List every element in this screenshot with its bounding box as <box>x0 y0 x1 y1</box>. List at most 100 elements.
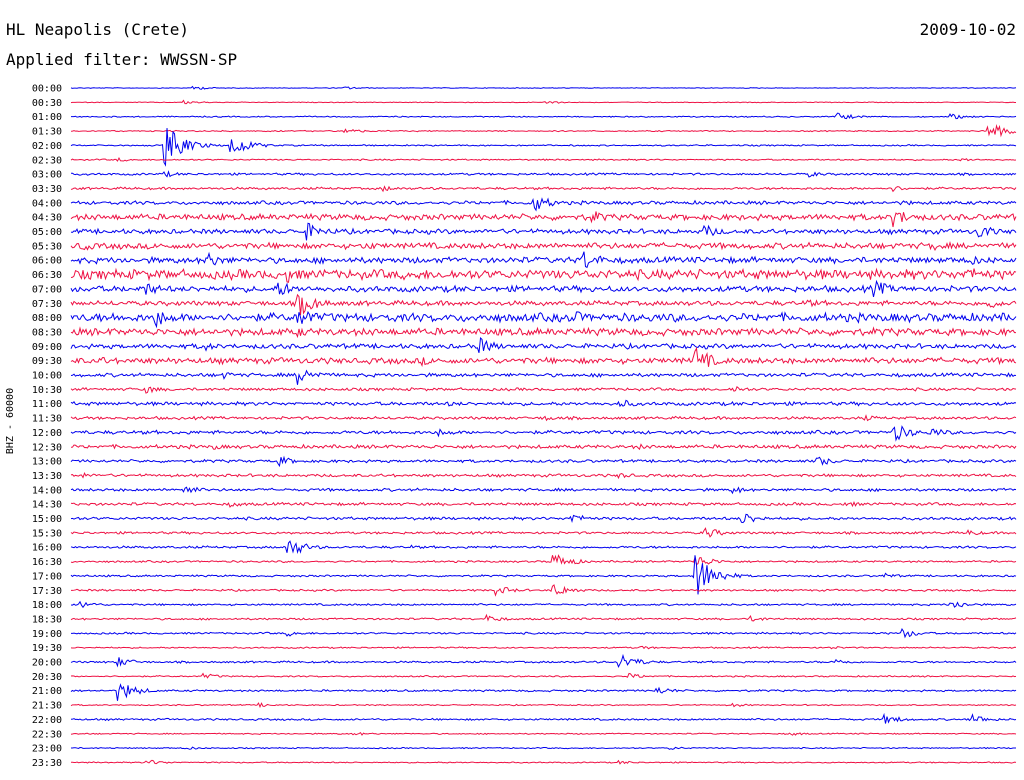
time-label: 10:30 <box>32 385 62 396</box>
trace-row <box>70 369 1017 385</box>
time-label: 04:30 <box>32 213 62 224</box>
time-label: 22:30 <box>32 729 62 740</box>
time-label: 06:00 <box>32 256 62 267</box>
time-label: 10:00 <box>32 371 62 382</box>
time-label: 20:30 <box>32 672 62 683</box>
time-label: 08:00 <box>32 313 62 324</box>
trace-row <box>70 527 1017 538</box>
time-label: 19:00 <box>32 629 62 640</box>
trace-row <box>70 702 1017 709</box>
time-label: 00:00 <box>32 84 62 95</box>
station-title: HL Neapolis (Crete) <box>6 20 190 39</box>
trace-row <box>70 443 1017 451</box>
time-label: 21:30 <box>32 701 62 712</box>
time-label: 18:30 <box>32 614 62 625</box>
trace-row <box>70 123 1017 138</box>
time-label: 23:30 <box>32 758 62 769</box>
trace-row <box>70 346 1017 367</box>
time-label: 00:30 <box>32 98 62 109</box>
time-label: 15:30 <box>32 528 62 539</box>
time-label: 14:30 <box>32 500 62 511</box>
trace-row <box>70 399 1017 408</box>
time-label: 13:30 <box>32 471 62 482</box>
time-label: 03:30 <box>32 184 62 195</box>
trace-row <box>70 683 1017 701</box>
time-label: 08:30 <box>32 327 62 338</box>
trace-row <box>70 613 1017 622</box>
trace-row <box>70 628 1017 639</box>
trace-row <box>70 414 1017 422</box>
trace-row <box>70 211 1017 228</box>
trace-row <box>70 326 1017 339</box>
filter-label: Applied filter: WWSSN-SP <box>6 50 238 69</box>
trace-row <box>70 513 1017 524</box>
trace-row <box>70 185 1017 193</box>
trace-row <box>70 600 1017 609</box>
trace-row <box>70 251 1017 269</box>
date-label: 2009-10-02 <box>919 20 1016 39</box>
trace-row <box>70 336 1017 353</box>
trace-row <box>70 170 1017 178</box>
trace-row <box>70 555 1017 595</box>
trace-row <box>70 455 1017 468</box>
trace-row <box>70 425 1017 442</box>
time-label: 16:00 <box>32 543 62 554</box>
time-label: 14:00 <box>32 485 62 496</box>
trace-row <box>70 554 1017 566</box>
time-label: 05:30 <box>32 241 62 252</box>
time-label: 21:00 <box>32 686 62 697</box>
trace-row <box>70 310 1017 329</box>
trace-row <box>70 645 1017 650</box>
time-label: 22:00 <box>32 715 62 726</box>
trace-row <box>70 746 1017 750</box>
time-label: 18:00 <box>32 600 62 611</box>
trace-row <box>70 486 1017 495</box>
trace-row <box>70 128 1017 167</box>
time-label: 07:00 <box>32 284 62 295</box>
time-label: 19:30 <box>32 643 62 654</box>
trace-row <box>70 99 1016 105</box>
trace-row <box>70 540 1017 554</box>
time-label: 03:00 <box>32 170 62 181</box>
time-labels: 00:00 00:30 01:00 01:30 02:00 02:30 03:00 03:30… <box>32 84 62 769</box>
trace-row <box>70 240 1017 251</box>
trace-row <box>70 85 1017 90</box>
time-label: 12:00 <box>32 428 62 439</box>
trace-row <box>70 731 1017 736</box>
trace-row <box>70 653 1017 668</box>
trace-row <box>70 712 1017 724</box>
time-label: 11:00 <box>32 399 62 410</box>
time-label: 02:30 <box>32 155 62 166</box>
time-label: 15:00 <box>32 514 62 525</box>
trace-row <box>70 500 1017 508</box>
trace-row <box>70 471 1017 480</box>
trace-row <box>71 584 1017 597</box>
time-label: 11:30 <box>32 414 62 425</box>
seismic-traces <box>70 85 1017 765</box>
trace-row <box>70 279 1017 298</box>
time-label: 02:00 <box>32 141 62 152</box>
time-label: 17:30 <box>32 586 62 597</box>
time-label: 06:30 <box>32 270 62 281</box>
time-label: 20:00 <box>32 658 62 669</box>
time-label: 16:30 <box>32 557 62 568</box>
trace-row <box>70 222 1017 241</box>
trace-row <box>70 156 1017 162</box>
time-label: 12:30 <box>32 442 62 453</box>
time-label: 04:00 <box>32 198 62 209</box>
time-label: 09:00 <box>32 342 62 353</box>
time-label: 05:00 <box>32 227 62 238</box>
time-label: 13:00 <box>32 457 62 468</box>
time-label: 09:30 <box>32 356 62 367</box>
time-label: 23:00 <box>32 744 62 755</box>
trace-row <box>71 112 1017 120</box>
trace-row <box>70 386 1017 394</box>
trace-row <box>70 197 1017 212</box>
trace-row <box>70 672 1017 679</box>
time-label: 01:30 <box>32 127 62 138</box>
trace-row <box>70 267 1017 283</box>
time-label: 17:00 <box>32 571 62 582</box>
trace-row <box>70 759 1017 765</box>
time-label: 01:00 <box>32 112 62 123</box>
